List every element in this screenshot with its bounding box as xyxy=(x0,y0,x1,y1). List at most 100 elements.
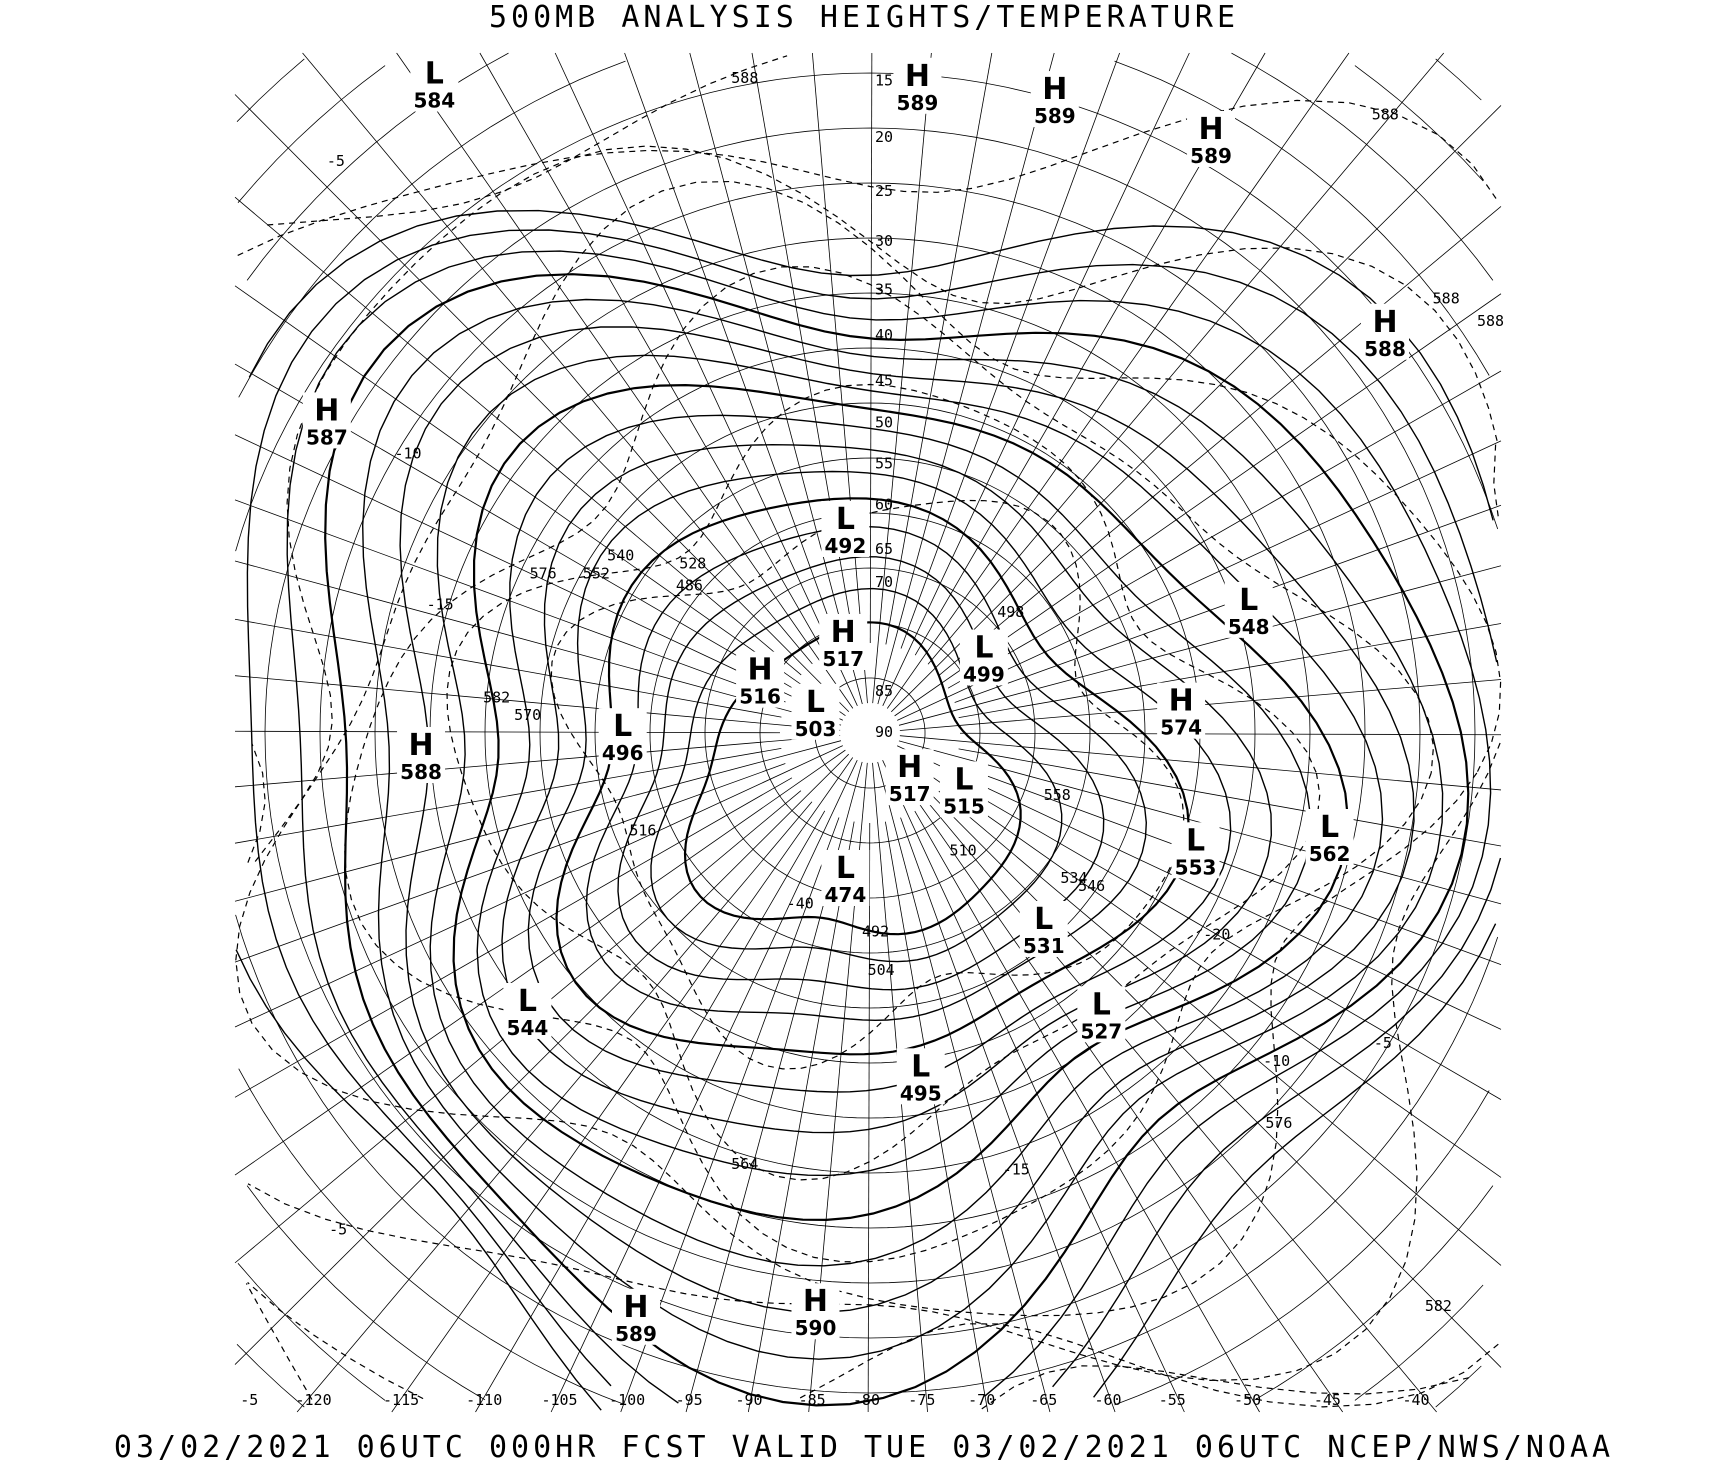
longitude-label: -105 xyxy=(541,1391,577,1409)
meridian-line xyxy=(890,753,1502,1368)
center-value: 587 xyxy=(306,425,348,449)
center-type: H xyxy=(803,1284,828,1319)
contour-label: 510 xyxy=(950,841,977,859)
height-contour xyxy=(286,250,1492,1404)
longitude-label: -5 xyxy=(240,1391,258,1409)
contour-label: 588 xyxy=(1433,290,1460,308)
meridian-line xyxy=(886,52,1350,709)
contour-label: -40 xyxy=(787,895,814,913)
height-contour xyxy=(399,326,1415,1314)
valid-time-footer: 03/02/2021 06UTC 000HR FCST VALID TUE 03… xyxy=(113,1430,1615,1465)
meridian-line xyxy=(927,52,1445,665)
latitude-label: 35 xyxy=(875,281,893,299)
temperature-contour xyxy=(245,55,1500,1410)
center-value: 562 xyxy=(1309,842,1351,866)
contour-label: 546 xyxy=(1078,877,1105,895)
center-value: 531 xyxy=(1023,934,1065,958)
contour-label: 504 xyxy=(868,961,895,979)
height-contour xyxy=(246,229,1502,1388)
longitude-label: -60 xyxy=(1094,1391,1121,1409)
meridian-line xyxy=(475,810,826,1413)
contour-label: 582 xyxy=(483,688,510,706)
height-contour xyxy=(527,470,1232,1093)
center-type: H xyxy=(623,1290,648,1325)
meridian-line xyxy=(296,801,813,1413)
contour-label: 492 xyxy=(862,922,889,940)
center-type: H xyxy=(905,59,930,94)
meridian-line xyxy=(234,94,850,713)
center-type: L xyxy=(1034,902,1053,937)
meridian-line xyxy=(927,801,1437,1413)
center-type: L xyxy=(1239,583,1258,618)
latitude-circle xyxy=(539,402,1201,1064)
meridian-line xyxy=(811,52,868,704)
meridian-line xyxy=(958,623,1502,719)
latitude-label: 60 xyxy=(875,496,893,514)
center-value: 503 xyxy=(795,717,837,741)
center-type: L xyxy=(836,851,855,886)
temperature-contour xyxy=(550,499,1185,1070)
contour-label: -15 xyxy=(427,595,454,613)
center-value: 574 xyxy=(1160,716,1202,740)
meridian-line xyxy=(234,747,782,844)
longitude-label: -65 xyxy=(1030,1391,1057,1409)
contour-label: 564 xyxy=(731,1155,758,1173)
latitude-circle xyxy=(594,457,1146,1009)
center-value: 474 xyxy=(825,883,867,907)
center-type: H xyxy=(314,393,339,428)
meridian-line xyxy=(890,105,1502,713)
meridian-line xyxy=(302,52,813,665)
latitude-label: 25 xyxy=(875,182,893,200)
contour-label: 588 xyxy=(731,69,758,87)
center-value: 588 xyxy=(400,760,442,784)
meridian-line xyxy=(872,52,932,704)
center-value: 590 xyxy=(795,1316,837,1340)
contour-label: 486 xyxy=(676,577,703,595)
center-type: L xyxy=(974,631,993,666)
contour-label: 528 xyxy=(679,554,706,572)
contour-label: 534 xyxy=(1060,869,1087,887)
center-type: L xyxy=(518,984,537,1019)
center-type: H xyxy=(897,750,922,785)
contour-label: 552 xyxy=(583,564,610,582)
center-value: 589 xyxy=(615,1322,657,1346)
height-contour xyxy=(476,414,1312,1177)
meridian-line xyxy=(624,52,840,649)
center-type: H xyxy=(831,615,856,650)
longitude-label: -55 xyxy=(1159,1391,1186,1409)
longitude-label: -70 xyxy=(968,1391,995,1409)
center-type: L xyxy=(613,709,632,744)
center-type: L xyxy=(1092,987,1111,1022)
map-title: 500MB ANALYSIS HEIGHTS/TEMPERATURE xyxy=(488,0,1240,35)
meridian-line xyxy=(234,285,846,717)
center-value: 517 xyxy=(822,647,864,671)
longitude-label: -95 xyxy=(676,1391,703,1409)
contour-label: -5 xyxy=(1374,1034,1392,1052)
center-value: 548 xyxy=(1228,615,1270,639)
center-type: L xyxy=(1186,823,1205,858)
meridian-line xyxy=(914,810,1260,1413)
latitude-label: 90 xyxy=(875,723,893,741)
contour-label: -5 xyxy=(329,1220,347,1238)
latitude-label: 45 xyxy=(875,372,893,390)
meridian-line xyxy=(886,757,1344,1413)
center-value: 496 xyxy=(602,741,644,765)
longitude-label: -100 xyxy=(609,1391,645,1409)
center-value: 527 xyxy=(1080,1019,1122,1043)
latitude-circle xyxy=(704,567,1036,899)
latitude-label: 15 xyxy=(875,71,893,89)
contour-label: 576 xyxy=(530,564,557,582)
